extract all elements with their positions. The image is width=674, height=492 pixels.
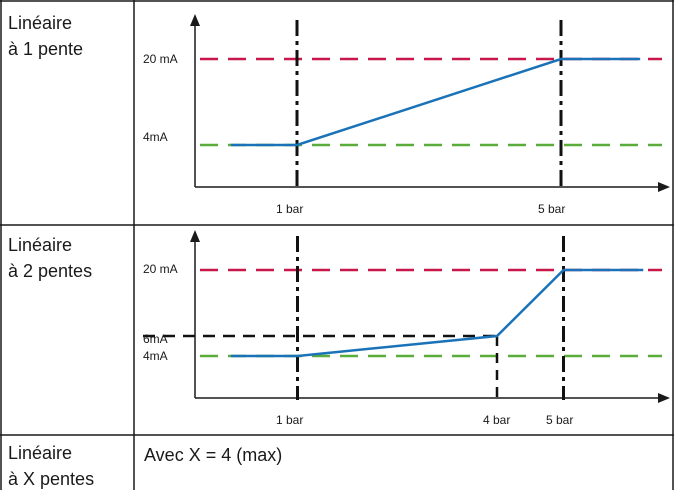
chart-1-x-label-5bar: 5 bar [538,202,565,216]
chart-2-y-label-low: 4mA [143,349,168,363]
chart-2-x-label-4bar: 4 bar [483,413,510,427]
row-2-label-line2: à 2 pentes [8,261,93,281]
chart-1-x-axis-arrow [658,182,670,192]
row-2-label: Linéaire à 2 pentes [8,232,92,284]
row-1-label: Linéaire à 1 pente [8,10,83,62]
chart-2-axes [190,230,670,403]
chart-2-x-label-5bar: 5 bar [546,413,573,427]
chart-1-signal-line [231,57,641,147]
chart-2-x-label-1bar: 1 bar [276,413,303,427]
row-3-label-line1: Linéaire [8,443,73,463]
row-1-label-line1: Linéaire [8,13,73,33]
row-3-label-line2: à X pentes [8,469,95,489]
chart-2-y-axis-arrow [190,230,200,242]
row-3-label: Linéaire à X pentes [8,440,94,492]
chart-1-axes [190,14,670,192]
chart-2-signal-line [231,268,644,358]
chart-2-y-label-mid: 6mA [143,332,168,346]
chart-2-x-axis-arrow [658,393,670,403]
chart-1-y-axis-arrow [190,14,200,26]
row-2-label-line1: Linéaire [8,235,73,255]
chart-1-y-label-high: 20 mA [143,52,178,66]
row-3-note: Avec X = 4 (max) [144,445,283,465]
row-1-label-line2: à 1 pente [8,39,84,59]
chart-2-y-label-high: 20 mA [143,262,178,276]
chart-1-y-label-low: 4mA [143,130,168,144]
chart-1-x-label-1bar: 1 bar [276,202,303,216]
